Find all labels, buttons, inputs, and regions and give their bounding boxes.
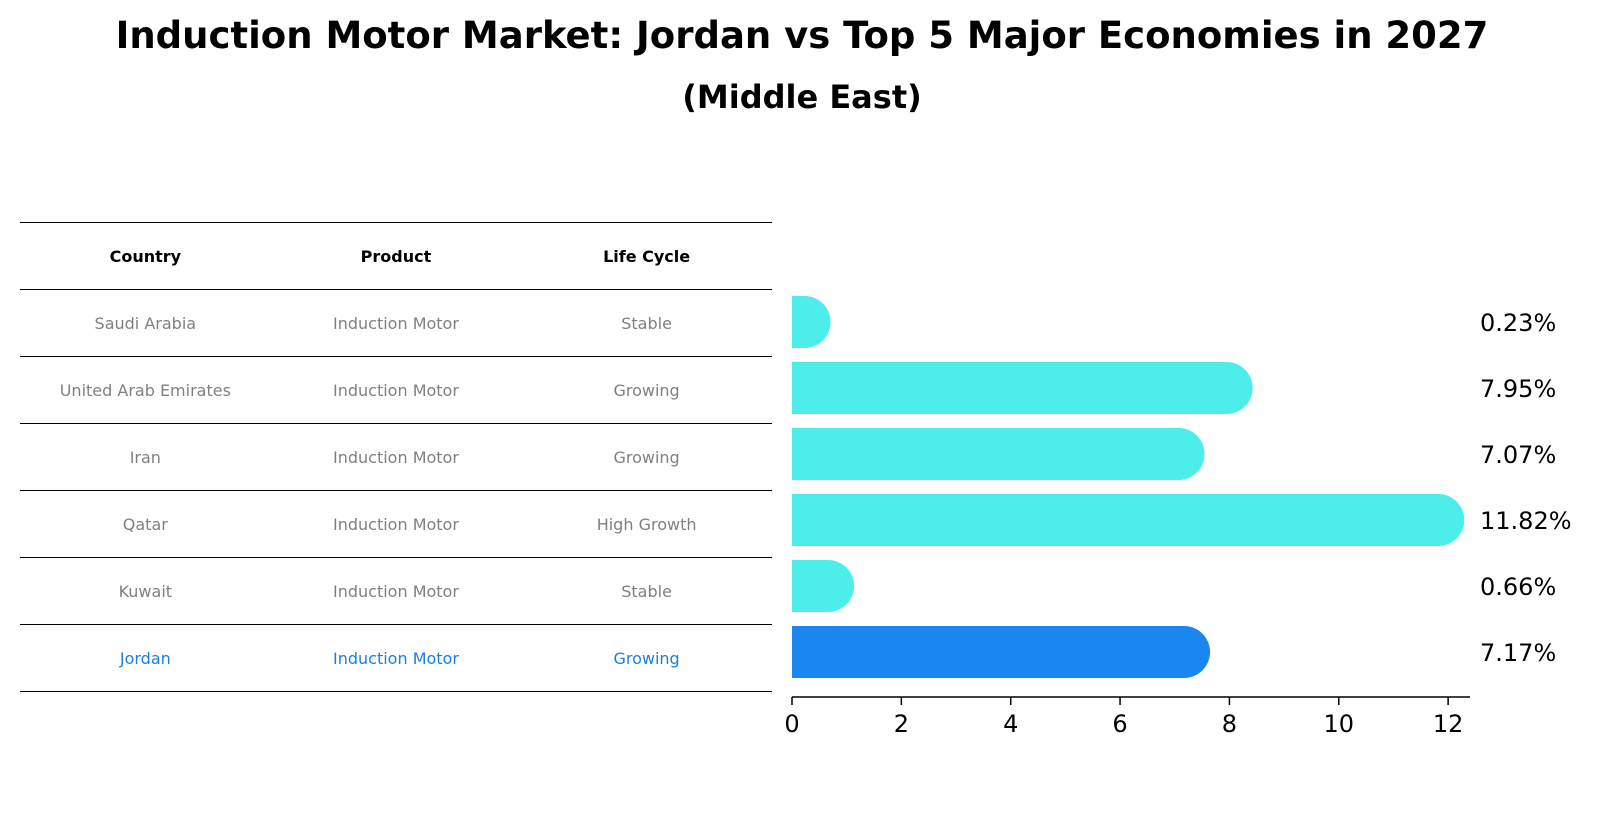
value-label: 7.17%: [1480, 639, 1556, 667]
table-row: Iran Induction Motor Growing: [20, 423, 772, 490]
country-cell: Kuwait: [118, 581, 173, 601]
x-tick-label: 2: [894, 710, 909, 738]
x-tick-label: 10: [1324, 710, 1355, 738]
column-header-life-cycle: Life Cycle: [603, 246, 691, 266]
x-tick-label: 6: [1112, 710, 1127, 738]
product-cell: Induction Motor: [333, 514, 459, 534]
x-tick-label: 0: [784, 710, 799, 738]
value-label: 7.07%: [1480, 441, 1556, 469]
life-cycle-cell: Growing: [613, 447, 680, 467]
country-cell: United Arab Emirates: [59, 380, 231, 400]
value-label: 0.66%: [1480, 573, 1556, 601]
country-cell: Jordan: [119, 648, 171, 668]
market-table: Country Product Life Cycle Saudi Arabia …: [20, 222, 772, 692]
chart-title: Induction Motor Market: Jordan vs Top 5 …: [115, 14, 1489, 57]
life-cycle-cell: Stable: [621, 313, 672, 333]
bar-qatar: [792, 494, 1465, 546]
country-cell: Iran: [129, 447, 161, 467]
bar-united-arab-emirates: [792, 362, 1253, 414]
product-cell: Induction Motor: [333, 581, 459, 601]
table-row: United Arab Emirates Induction Motor Gro…: [20, 356, 772, 423]
column-header-product: Product: [360, 246, 432, 266]
bar-iran: [792, 428, 1205, 480]
life-cycle-cell: Stable: [621, 581, 672, 601]
chart-subtitle: (Middle East): [682, 78, 922, 116]
table-row-highlighted: Jordan Induction Motor Growing: [20, 624, 772, 692]
bar-kuwait: [792, 560, 855, 612]
value-label: 0.23%: [1480, 309, 1556, 337]
product-cell: Induction Motor: [333, 313, 459, 333]
x-tick-label: 8: [1222, 710, 1237, 738]
x-tick-label: 12: [1433, 710, 1464, 738]
table-row: Qatar Induction Motor High Growth: [20, 490, 772, 557]
column-header-country: Country: [109, 246, 182, 266]
life-cycle-cell: High Growth: [596, 514, 697, 534]
country-cell: Qatar: [122, 514, 168, 534]
bar-jordan: [792, 626, 1211, 678]
x-tick-label: 4: [1003, 710, 1018, 738]
value-label: 7.95%: [1480, 375, 1556, 403]
country-cell: Saudi Arabia: [94, 313, 197, 333]
value-label: 11.82%: [1480, 507, 1572, 535]
table-row: Kuwait Induction Motor Stable: [20, 557, 772, 624]
product-cell: Induction Motor: [333, 447, 459, 467]
product-cell: Induction Motor: [333, 648, 459, 668]
life-cycle-cell: Growing: [613, 380, 680, 400]
life-cycle-cell: Growing: [613, 648, 680, 668]
table-row: Saudi Arabia Induction Motor Stable: [20, 289, 772, 356]
table-header-row: Country Product Life Cycle: [20, 222, 772, 289]
product-cell: Induction Motor: [333, 380, 459, 400]
bar-saudi-arabia: [792, 296, 831, 348]
